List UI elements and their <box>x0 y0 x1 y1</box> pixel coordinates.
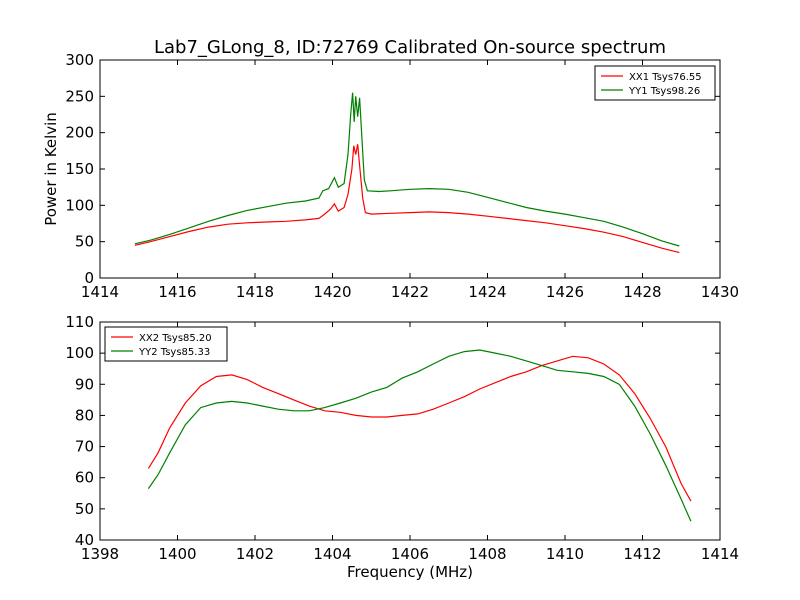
x-tick-label: 1414 <box>81 283 119 301</box>
x-tick-label: 1426 <box>546 283 584 301</box>
chart-panel-2: 1398 1400 1402 1404 1406 1408 1410 1412 1414 40 50… <box>65 313 739 581</box>
series-line-2-1 <box>147 355 692 502</box>
legend-box <box>104 326 228 362</box>
x-tick-label: 1428 <box>623 283 661 301</box>
x-tick-label: 1400 <box>158 545 196 563</box>
x-tick-label: 1422 <box>391 283 429 301</box>
series-line-1-1 <box>134 144 680 254</box>
x-tick-label: 1402 <box>236 545 274 563</box>
y-tick-label: 300 <box>65 51 94 69</box>
y-tick-label: 110 <box>65 313 94 331</box>
legend: XX1 Tsys76.55 YY1 Tsys98.26 <box>594 65 716 101</box>
y-tick-label: 50 <box>75 500 94 518</box>
chart-panel-1: 1414 1416 1418 1420 1422 1424 1426 1428 1430 0 50 1… <box>42 51 739 301</box>
x-tick-label: 1424 <box>468 283 506 301</box>
x-tick-label: 1398 <box>81 545 119 563</box>
y-tick-label: 250 <box>65 87 94 105</box>
y-tick-label: 100 <box>65 196 94 214</box>
y-axis-label: Power in Kelvin <box>42 112 60 226</box>
y-tick-label: 0 <box>84 269 94 287</box>
legend-box <box>594 65 716 101</box>
x-tick-label: 1404 <box>313 545 351 563</box>
y-tick-label: 50 <box>75 233 94 251</box>
series-line-1-2 <box>134 92 680 247</box>
series-line-2-2 <box>147 349 692 522</box>
y-tick-label: 40 <box>75 531 94 549</box>
legend-label: YY1 Tsys98.26 <box>628 86 700 97</box>
x-tick-label: 1406 <box>391 545 429 563</box>
y-tick-label: 150 <box>65 160 94 178</box>
legend-label: YY2 Tsys85.33 <box>138 347 210 358</box>
y-tick-label: 60 <box>75 469 94 487</box>
y-tick-label: 200 <box>65 124 94 142</box>
legend-label: XX2 Tsys85.20 <box>139 333 212 344</box>
x-axis-label: Frequency (MHz) <box>347 563 473 581</box>
legend-label: XX1 Tsys76.55 <box>629 72 702 83</box>
x-tick-label: 1414 <box>701 545 739 563</box>
x-tick-label: 1410 <box>546 545 584 563</box>
figure-title: Lab7_GLong_8, ID:72769 Calibrated On-sou… <box>154 37 666 58</box>
y-tick-label: 70 <box>75 438 94 456</box>
y-tick-label: 80 <box>75 406 94 424</box>
y-tick-label: 100 <box>65 344 94 362</box>
x-tick-label: 1430 <box>701 283 739 301</box>
x-tick-label: 1412 <box>623 545 661 563</box>
x-tick-label: 1408 <box>468 545 506 563</box>
legend: XX2 Tsys85.20 YY2 Tsys85.33 <box>104 326 228 362</box>
y-tick-label: 90 <box>75 375 94 393</box>
x-tick-label: 1418 <box>236 283 274 301</box>
x-tick-label: 1416 <box>158 283 196 301</box>
x-tick-label: 1420 <box>313 283 351 301</box>
